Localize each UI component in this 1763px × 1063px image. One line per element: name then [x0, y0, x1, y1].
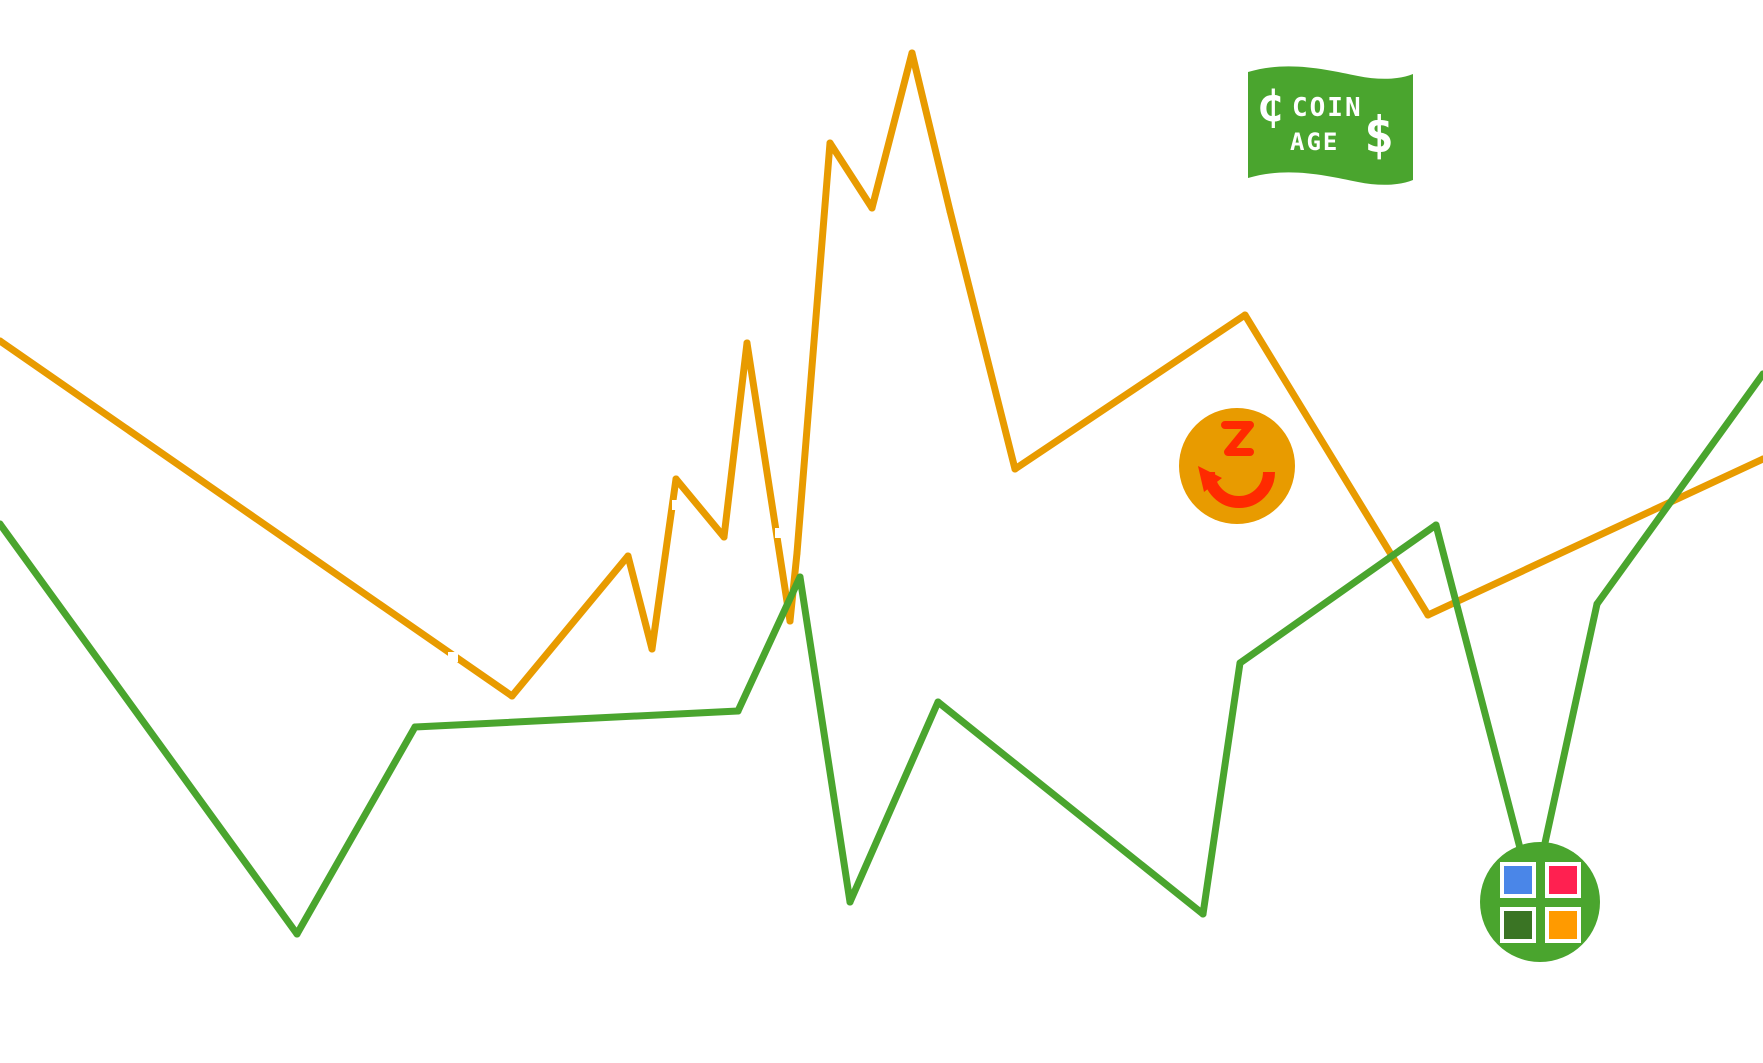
series-1-point: [793, 549, 801, 557]
line-gap-mark: [448, 652, 458, 662]
grid-square-4: [1545, 907, 1581, 943]
logo-word-coin: COIN: [1292, 93, 1363, 123]
series-1-point: [648, 645, 656, 653]
logo-flag: [1248, 66, 1413, 185]
line-gap-mark: [775, 528, 785, 538]
series-1-point: [624, 552, 632, 560]
line-gap-mark: [945, 770, 955, 780]
logo-dollar-symbol: $: [1364, 106, 1394, 164]
coin-z-glyph: [1221, 421, 1254, 456]
series-2-point: [1199, 910, 1207, 918]
series-2-point: [796, 573, 804, 581]
series-1-point: [1011, 465, 1019, 473]
line-gap-mark: [733, 548, 743, 558]
grid-badge-bg: [1480, 842, 1600, 962]
grid-square-1: [1500, 862, 1536, 898]
line-gap-mark: [672, 500, 682, 510]
series-2-line: [0, 370, 1763, 938]
series-2-point: [1236, 659, 1244, 667]
series-1-point: [908, 49, 916, 57]
series-2-point: [734, 707, 742, 715]
plot-area: [0, 49, 1763, 962]
coin-refresh-arrow: [1198, 466, 1222, 492]
grid-square-3: [1500, 907, 1536, 943]
series-2-point: [1759, 370, 1763, 378]
series-1-point: [1241, 311, 1249, 319]
series-2-point: [846, 898, 854, 906]
coinage-logo: ¢ COIN AGE $: [1248, 66, 1413, 185]
grid-square-2: [1545, 862, 1581, 898]
series-1-line: [0, 49, 1763, 700]
series-1-point: [508, 692, 516, 700]
series-1-point: [1424, 611, 1432, 619]
coin-badge-icon: [1179, 408, 1295, 524]
series-1-point: [1759, 455, 1763, 463]
series-1-point: [743, 339, 751, 347]
series-2-point: [411, 723, 419, 731]
series-2-point: [1593, 600, 1601, 608]
logo-word-age: AGE: [1290, 128, 1339, 156]
series-1-point: [946, 207, 954, 215]
series-2-point: [934, 698, 942, 706]
series-2-point: [0, 520, 4, 528]
series-1-point: [672, 475, 680, 483]
logo-cent-symbol: ¢: [1257, 78, 1285, 132]
series-1-point: [720, 533, 728, 541]
series-1-point: [868, 204, 876, 212]
grid-apps-icon: [1480, 842, 1600, 962]
series-1-point: [0, 337, 4, 345]
series-2-point: [1432, 521, 1440, 529]
series-1-point: [786, 617, 794, 625]
series-1-point: [826, 139, 834, 147]
series-2-point: [293, 930, 301, 938]
